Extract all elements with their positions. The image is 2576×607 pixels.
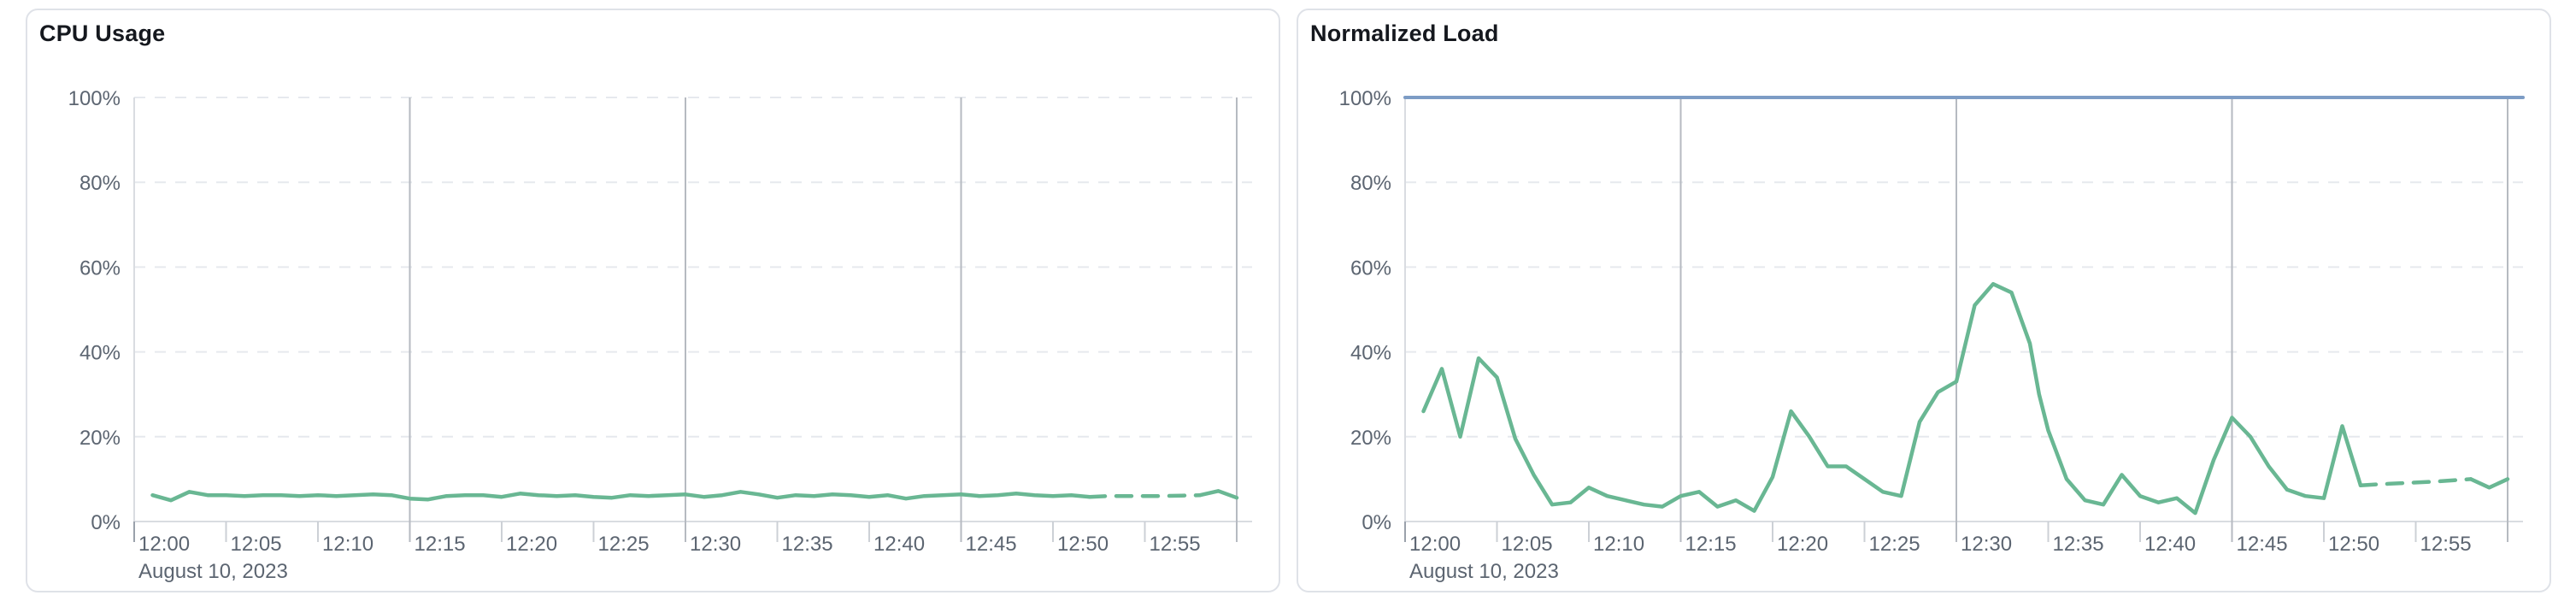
x-tick-label: 12:35 bbox=[782, 533, 833, 556]
axis-labels: 12:00 12:05 12:10 12:15 12:20 12:25 12:30 12:35… bbox=[1339, 87, 2472, 583]
date-label: August 10, 2023 bbox=[138, 560, 288, 583]
x-tick-label: 12:40 bbox=[873, 533, 925, 556]
x-tick-label: 12:10 bbox=[1593, 533, 1644, 556]
y-tick-label: 60% bbox=[79, 256, 121, 280]
normalized-load-chart-title: Normalized Load bbox=[1310, 21, 1499, 46]
gridlines bbox=[133, 97, 1252, 542]
cpu-usage-card: CPU Usage 12:00 12:05 12:10 12:15 12:20 12:25… bbox=[26, 9, 1280, 592]
series-cpu-usage-percent bbox=[150, 489, 1239, 503]
y-tick-label: 100% bbox=[68, 87, 121, 110]
x-tick-label: 12:00 bbox=[138, 533, 190, 556]
x-tick-label: 12:00 bbox=[1409, 533, 1461, 556]
x-tick-label: 12:20 bbox=[1777, 533, 1828, 556]
y-tick-label: 40% bbox=[79, 342, 121, 365]
y-tick-label: 80% bbox=[1350, 172, 1391, 195]
x-tick-label: 12:40 bbox=[2144, 533, 2196, 556]
x-tick-label: 12:35 bbox=[2053, 533, 2104, 556]
y-tick-label: 100% bbox=[1339, 87, 1391, 110]
y-tick-label: 40% bbox=[1350, 342, 1391, 365]
y-tick-label: 0% bbox=[1362, 511, 1391, 534]
x-tick-label: 12:25 bbox=[598, 533, 650, 556]
cpu-usage-chart-title: CPU Usage bbox=[39, 21, 166, 46]
x-tick-label: 12:30 bbox=[690, 533, 741, 556]
y-tick-label: 20% bbox=[79, 427, 121, 450]
x-tick-label: 12:10 bbox=[322, 533, 373, 556]
x-tick-label: 12:05 bbox=[231, 533, 282, 556]
date-label: August 10, 2023 bbox=[1409, 560, 1559, 583]
normalized-load-chart[interactable]: 12:00 12:05 12:10 12:15 12:20 12:25 12:30 12:35… bbox=[1298, 10, 2553, 594]
axis-labels: 12:00 12:05 12:10 12:15 12:20 12:25 12:30 12:35… bbox=[68, 87, 1201, 583]
gridlines bbox=[1404, 97, 2523, 542]
x-tick-label: 12:05 bbox=[1502, 533, 1553, 556]
x-tick-label: 12:45 bbox=[2237, 533, 2288, 556]
x-tick-label: 12:15 bbox=[415, 533, 466, 556]
x-tick-label: 12:50 bbox=[2328, 533, 2379, 556]
x-tick-label: 12:20 bbox=[506, 533, 557, 556]
y-tick-label: 80% bbox=[79, 172, 121, 195]
x-tick-label: 12:50 bbox=[1057, 533, 1109, 556]
y-tick-label: 0% bbox=[91, 511, 121, 534]
x-tick-label: 12:55 bbox=[2420, 533, 2472, 556]
cpu-usage-chart[interactable]: 12:00 12:05 12:10 12:15 12:20 12:25 12:30 12:35… bbox=[27, 10, 1282, 594]
normalized-load-card: Normalized Load 12:00 12:05 12:10 12:15 12:2… bbox=[1297, 9, 2551, 592]
x-tick-label: 12:15 bbox=[1685, 533, 1737, 556]
x-tick-label: 12:30 bbox=[1961, 533, 2012, 556]
y-tick-label: 20% bbox=[1350, 427, 1391, 450]
x-tick-label: 12:55 bbox=[1150, 533, 1201, 556]
series-normalized-load-percent bbox=[1421, 281, 2510, 516]
x-tick-label: 12:25 bbox=[1869, 533, 1920, 556]
x-tick-label: 12:45 bbox=[966, 533, 1017, 556]
y-tick-label: 60% bbox=[1350, 256, 1391, 280]
